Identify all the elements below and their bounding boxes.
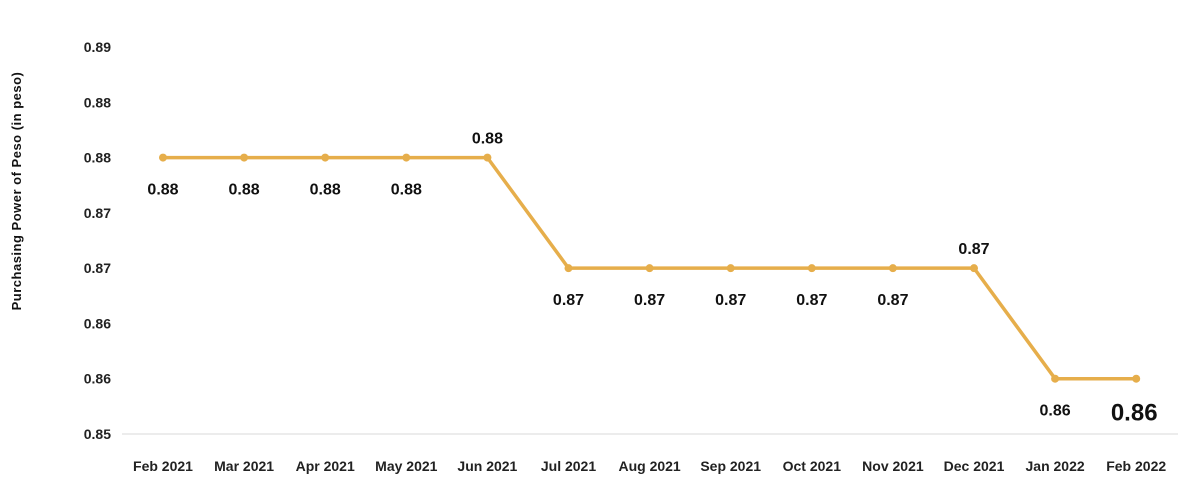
data-label-12: 0.86 — [1111, 400, 1158, 427]
data-label-7: 0.87 — [715, 292, 746, 309]
x-tick-label-8: Oct 2021 — [783, 458, 842, 474]
data-label-4: 0.88 — [472, 131, 503, 148]
data-point-9 — [888, 264, 897, 273]
data-point-11 — [1051, 374, 1060, 383]
x-tick-label-3: May 2021 — [375, 458, 437, 474]
data-point-4 — [483, 153, 492, 162]
data-label-1: 0.88 — [229, 182, 260, 199]
data-label-3: 0.88 — [391, 182, 422, 199]
x-tick-label-12: Feb 2022 — [1106, 458, 1166, 474]
y-axis-ticks: 0.89 0.88 0.88 0.87 0.87 0.86 0.86 0.85 — [84, 39, 111, 442]
x-tick-label-0: Feb 2021 — [133, 458, 193, 474]
x-tick-label-6: Aug 2021 — [618, 458, 680, 474]
y-tick-label-5: 0.86 — [84, 315, 111, 331]
data-point-2 — [321, 153, 330, 162]
data-label-9: 0.87 — [877, 292, 908, 309]
x-tick-label-5: Jul 2021 — [541, 458, 596, 474]
data-label-6: 0.87 — [634, 292, 665, 309]
data-point-0 — [159, 153, 167, 162]
data-point-10 — [970, 264, 978, 273]
data-point-7 — [726, 264, 735, 273]
data-label-5: 0.87 — [553, 292, 584, 309]
data-point-12 — [1132, 374, 1141, 383]
data-label-8: 0.87 — [796, 292, 827, 309]
y-tick-label-7: 0.85 — [84, 426, 111, 442]
y-tick-label-6: 0.86 — [84, 371, 111, 387]
data-point-1 — [240, 153, 249, 162]
x-axis-ticks: Feb 2021 Mar 2021 Apr 2021 May 2021 Jun 2021… — [133, 458, 1166, 474]
data-points — [159, 153, 1141, 383]
y-tick-label-3: 0.87 — [84, 205, 111, 221]
y-axis-label: Purchasing Power of Peso (in peso) — [9, 72, 24, 311]
x-tick-label-11: Jan 2022 — [1026, 458, 1085, 474]
data-labels: 0.88 0.88 0.88 0.88 0.88 0.87 0.87 0.87 0.87 0.87… — [147, 131, 1157, 427]
data-label-0: 0.88 — [147, 182, 178, 199]
y-tick-label-4: 0.87 — [84, 260, 111, 276]
data-label-10: 0.87 — [958, 241, 989, 258]
data-point-3 — [402, 153, 411, 162]
x-tick-label-2: Apr 2021 — [296, 458, 355, 474]
x-tick-label-9: Nov 2021 — [862, 458, 924, 474]
data-label-11: 0.86 — [1040, 403, 1071, 420]
data-point-5 — [564, 264, 573, 273]
y-tick-label-2: 0.88 — [84, 150, 111, 166]
data-point-8 — [807, 264, 816, 273]
data-point-6 — [645, 264, 654, 273]
x-tick-label-1: Mar 2021 — [214, 458, 274, 474]
data-label-2: 0.88 — [310, 182, 341, 199]
x-tick-label-10: Dec 2021 — [944, 458, 1005, 474]
y-tick-label-1: 0.88 — [84, 94, 111, 110]
x-tick-label-7: Sep 2021 — [700, 458, 761, 474]
y-tick-label-0: 0.89 — [84, 39, 111, 55]
x-tick-label-4: Jun 2021 — [457, 458, 517, 474]
